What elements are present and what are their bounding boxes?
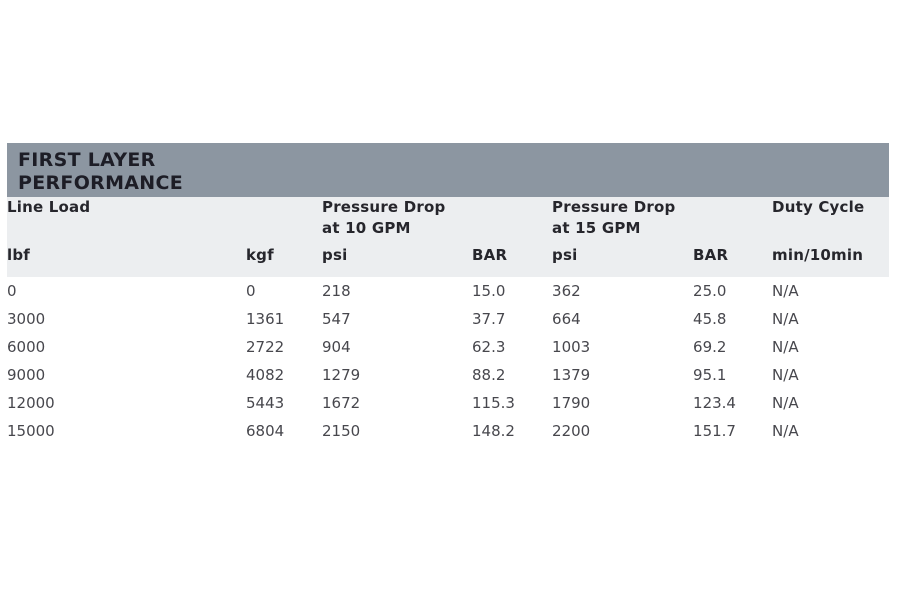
table-title-bar: FIRST LAYER PERFORMANCE: [7, 143, 889, 197]
table-row: 12000 5443 1672 115.3 1790 123.4 N/A: [7, 389, 890, 417]
table-title-line-2: PERFORMANCE: [18, 172, 184, 194]
table-row: 0 0 218 15.0 362 25.0 N/A: [7, 277, 890, 305]
cell-psi-10gpm: 218: [322, 277, 473, 305]
cell-bar-15gpm: 25.0: [693, 277, 773, 305]
cell-kgf: 4082: [246, 361, 323, 389]
cell-duty-cycle: N/A: [772, 361, 890, 389]
table-row: 15000 6804 2150 148.2 2200 151.7 N/A: [7, 417, 890, 445]
group-header-label: Duty Cycle: [772, 198, 865, 216]
cell-bar-15gpm: 95.1: [693, 361, 773, 389]
cell-bar-10gpm: 88.2: [472, 361, 553, 389]
cell-bar-10gpm: 148.2: [472, 417, 553, 445]
cell-kgf: 6804: [246, 417, 323, 445]
unit-header-bar-15gpm: BAR: [693, 247, 773, 277]
cell-psi-10gpm: 1672: [322, 389, 473, 417]
group-header-label-line2: at 15 GPM: [552, 219, 641, 237]
cell-bar-10gpm: 15.0: [472, 277, 553, 305]
unit-header-lbf: lbf: [7, 247, 246, 277]
table-title-line-1: FIRST LAYER: [18, 149, 156, 171]
group-header-label: Pressure Drop: [552, 198, 676, 216]
cell-duty-cycle: N/A: [772, 305, 890, 333]
cell-psi-15gpm: 2200: [552, 417, 694, 445]
cell-kgf: 5443: [246, 389, 323, 417]
cell-bar-10gpm: 115.3: [472, 389, 553, 417]
group-header-label: Line Load: [7, 198, 91, 216]
cell-lbf: 3000: [7, 305, 246, 333]
unit-header-psi-15gpm: psi: [552, 247, 694, 277]
cell-bar-15gpm: 123.4: [693, 389, 773, 417]
cell-duty-cycle: N/A: [772, 417, 890, 445]
unit-header-psi-10gpm: psi: [322, 247, 473, 277]
cell-bar-15gpm: 151.7: [693, 417, 773, 445]
table-row: 6000 2722 904 62.3 1003 69.2 N/A: [7, 333, 890, 361]
cell-psi-15gpm: 1003: [552, 333, 694, 361]
group-header-label-line2: at 10 GPM: [322, 219, 411, 237]
cell-lbf: 12000: [7, 389, 246, 417]
cell-lbf: 15000: [7, 417, 246, 445]
cell-bar-15gpm: 69.2: [693, 333, 773, 361]
units-header-row: lbf kgf psi BAR psi BAR min/10min: [7, 247, 890, 277]
performance-spec-section: FIRST LAYER PERFORMANCE Line Load Pressu…: [7, 143, 890, 445]
cell-lbf: 9000: [7, 361, 246, 389]
spec-table: Line Load Pressure Drop at 10 GPM Pressu…: [7, 197, 890, 445]
group-header-pressure-drop-10gpm: Pressure Drop at 10 GPM: [322, 197, 553, 247]
cell-lbf: 6000: [7, 333, 246, 361]
cell-psi-15gpm: 362: [552, 277, 694, 305]
cell-psi-15gpm: 1379: [552, 361, 694, 389]
cell-kgf: 0: [246, 277, 323, 305]
cell-bar-15gpm: 45.8: [693, 305, 773, 333]
cell-lbf: 0: [7, 277, 246, 305]
table-row: 3000 1361 547 37.7 664 45.8 N/A: [7, 305, 890, 333]
cell-bar-10gpm: 62.3: [472, 333, 553, 361]
group-header-duty-cycle: Duty Cycle: [772, 197, 890, 247]
column-group-header-row: Line Load Pressure Drop at 10 GPM Pressu…: [7, 197, 890, 247]
table-row: 9000 4082 1279 88.2 1379 95.1 N/A: [7, 361, 890, 389]
cell-kgf: 2722: [246, 333, 323, 361]
unit-header-min-per-10min: min/10min: [772, 247, 890, 277]
cell-kgf: 1361: [246, 305, 323, 333]
group-header-line-load: Line Load: [7, 197, 323, 247]
cell-psi-15gpm: 1790: [552, 389, 694, 417]
cell-psi-10gpm: 904: [322, 333, 473, 361]
cell-duty-cycle: N/A: [772, 333, 890, 361]
cell-duty-cycle: N/A: [772, 277, 890, 305]
cell-bar-10gpm: 37.7: [472, 305, 553, 333]
unit-header-kgf: kgf: [246, 247, 323, 277]
group-header-pressure-drop-15gpm: Pressure Drop at 15 GPM: [552, 197, 773, 247]
cell-psi-10gpm: 2150: [322, 417, 473, 445]
unit-header-bar-10gpm: BAR: [472, 247, 553, 277]
cell-duty-cycle: N/A: [772, 389, 890, 417]
cell-psi-10gpm: 547: [322, 305, 473, 333]
group-header-label: Pressure Drop: [322, 198, 446, 216]
cell-psi-15gpm: 664: [552, 305, 694, 333]
cell-psi-10gpm: 1279: [322, 361, 473, 389]
